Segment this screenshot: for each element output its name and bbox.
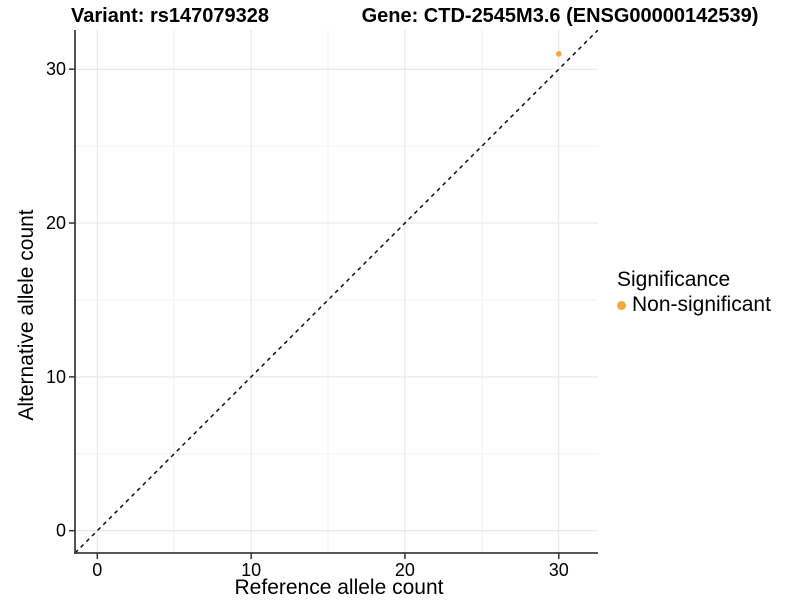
legend-title: Significance [617, 268, 731, 291]
x-tick-label: 30 [549, 560, 569, 580]
x-tick-label: 0 [92, 560, 102, 580]
legend-item-non-significant: Non-significant [617, 293, 771, 317]
y-tick-label: 0 [56, 521, 66, 541]
gene-title: Gene: CTD-2545M3.6 (ENSG00000142539) [361, 5, 759, 27]
y-tick-label: 30 [46, 59, 66, 79]
data-point [555, 51, 562, 57]
x-tick-label: 10 [241, 560, 261, 580]
identity-line [75, 30, 598, 553]
legend: Significance Non-significant [617, 268, 771, 317]
legend-dot-icon [617, 300, 626, 310]
x-tick-label: 20 [395, 560, 415, 580]
x-axis-title: Reference allele count [234, 576, 444, 599]
y-tick-label: 10 [46, 367, 66, 387]
y-tick-label: 20 [46, 213, 66, 233]
variant-title: Variant: rs147079328 [71, 5, 269, 27]
legend-item-label: Non-significant [632, 293, 771, 316]
y-axis-title: Alternative allele count [15, 209, 38, 421]
